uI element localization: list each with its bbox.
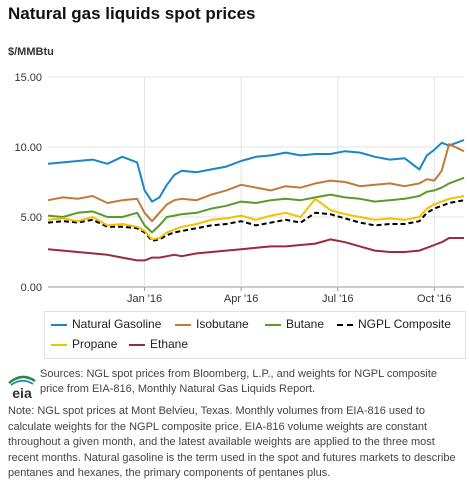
x-tick-label: Jan '16: [127, 293, 162, 305]
legend-swatch: [51, 323, 67, 326]
chart-title: Natural gas liquids spot prices: [8, 4, 256, 23]
legend-item-ethane: Ethane: [129, 337, 188, 351]
note-text: Note: NGL spot prices at Mont Belvieu, T…: [8, 405, 456, 479]
chart-legend: Natural Gasoline Isobutane Butane NGPL C…: [44, 311, 466, 359]
legend-item-natural-gasoline: Natural Gasoline: [51, 317, 161, 331]
series-line-ethane: [47, 237, 464, 262]
legend-item-isobutane: Isobutane: [175, 317, 249, 331]
legend-label: Propane: [72, 337, 118, 351]
legend-label: Butane: [286, 317, 325, 331]
y-tick-label: 15.00: [14, 72, 42, 84]
legend-label: Natural Gasoline: [72, 317, 162, 331]
legend-label: Isobutane: [196, 317, 249, 331]
legend-swatch: [51, 343, 67, 346]
series-line-natural-gasoline: [47, 139, 465, 203]
x-tick-label: Jul '16: [322, 293, 353, 305]
y-tick-label: 0.00: [21, 282, 42, 294]
legend-item-ngpl-composite: NGPL Composite: [337, 317, 451, 331]
series-line-ngpl-composite: [47, 199, 465, 242]
legend-item-butane: Butane: [265, 317, 324, 331]
legend-label: Ethane: [150, 337, 189, 351]
legend-swatch: [175, 323, 191, 326]
legend-swatch: [265, 323, 281, 326]
x-tick-label: Oct '16: [417, 293, 452, 305]
y-tick-label: 5.00: [21, 212, 42, 224]
legend-swatch: [337, 323, 353, 326]
legend-item-propane: Propane: [51, 337, 117, 351]
y-tick-label: 10.00: [14, 142, 42, 154]
line-chart: 0.00 5.00 10.00 15.00 Jan '16 Apr '16 Jul '16 O…: [14, 72, 465, 305]
series-line-propane: [47, 195, 465, 241]
eia-logo: eia: [8, 375, 36, 401]
series-line-butane: [47, 176, 465, 234]
y-axis-unit-label: $/MMBtu: [8, 46, 54, 58]
legend-label: NGPL Composite: [358, 317, 451, 331]
sources-text: Sources: NGL spot prices from Bloomberg,…: [40, 368, 437, 395]
x-tick-label: Apr '16: [224, 293, 259, 305]
eia-logo-text: eia: [12, 385, 32, 401]
legend-swatch: [129, 343, 145, 346]
series-line-isobutane: [47, 143, 465, 223]
